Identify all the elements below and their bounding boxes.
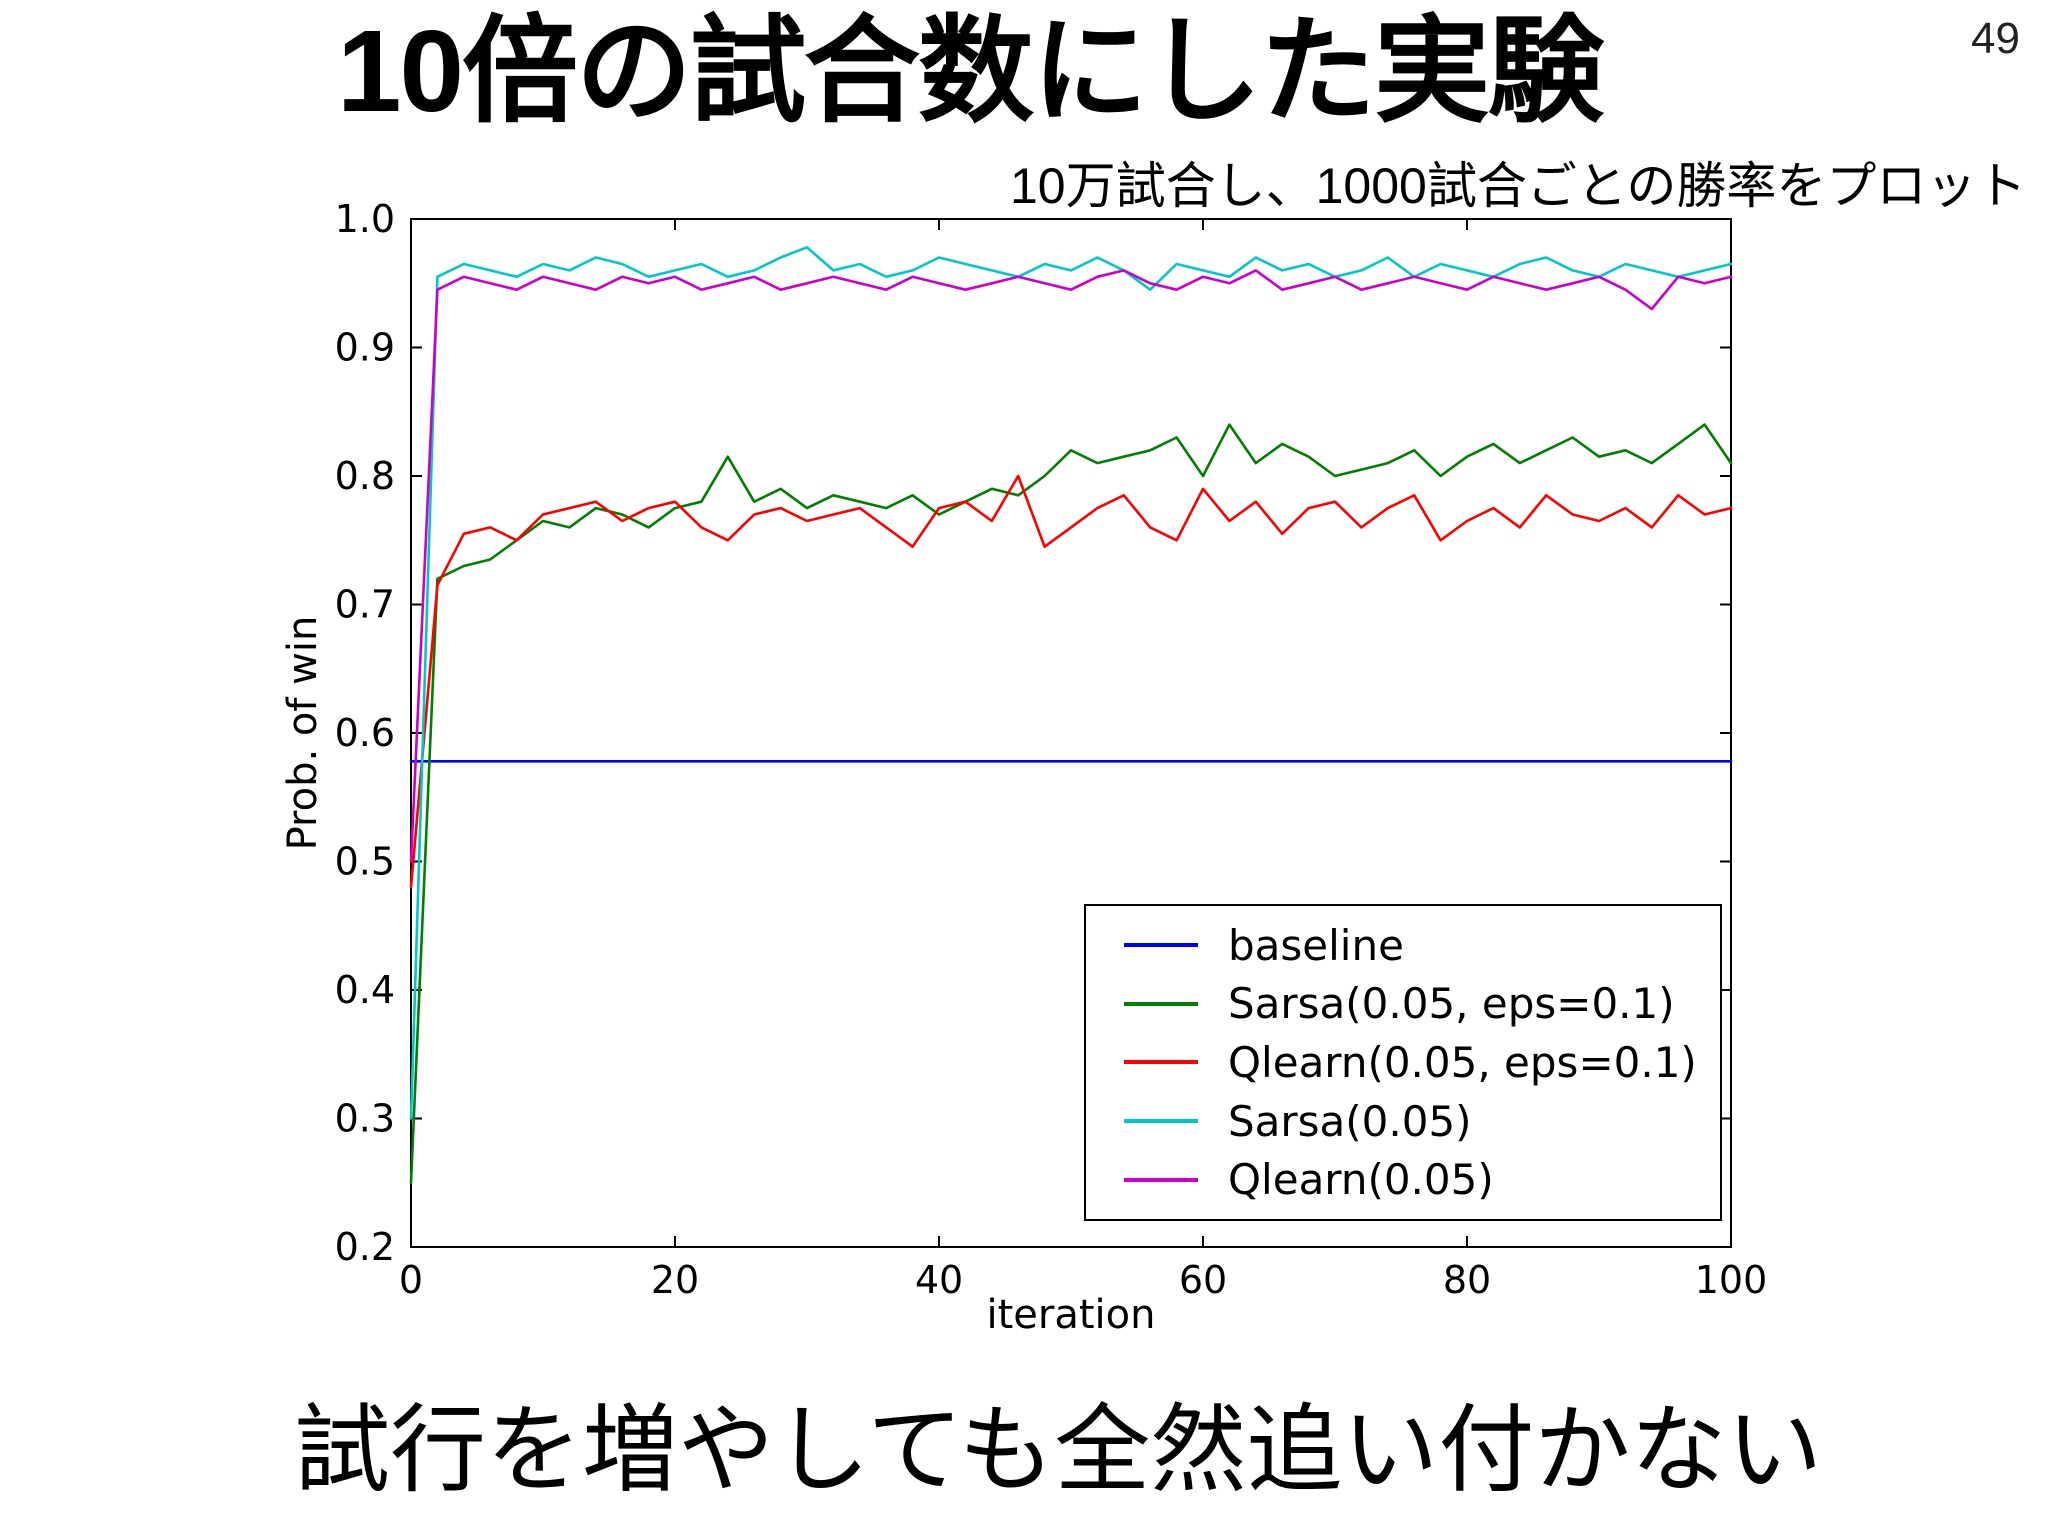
legend-line-sample <box>1124 1119 1198 1124</box>
legend-label: baseline <box>1228 920 1404 970</box>
legend-line-sample <box>1124 943 1198 948</box>
legend-line-sample <box>1124 1001 1198 1006</box>
x-axis-label: iteration <box>986 1292 1156 1338</box>
legend-label: Sarsa(0.05, eps=0.1) <box>1228 979 1675 1029</box>
x-tick-label: 40 <box>915 1258 963 1302</box>
legend-entry: baseline <box>1124 921 1720 970</box>
x-tick-label: 20 <box>651 1258 699 1302</box>
legend-label: Qlearn(0.05) <box>1228 1155 1494 1205</box>
legend-entry: Sarsa(0.05, eps=0.1) <box>1124 979 1720 1028</box>
y-tick-label: 0.7 <box>335 583 395 627</box>
series-line-qlearn-0-05- <box>409 269 1733 863</box>
y-tick-label: 0.5 <box>335 840 395 884</box>
legend-label: Qlearn(0.05, eps=0.1) <box>1228 1037 1697 1087</box>
y-tick-label: 0.6 <box>335 711 395 755</box>
legend-line-sample <box>1124 1060 1198 1065</box>
y-tick-label: 0.3 <box>335 1097 395 1141</box>
series-line-sarsa-0-05- <box>409 246 1733 1120</box>
slide-title: 10倍の試合数にした実験 <box>337 6 1604 136</box>
legend-entry: Qlearn(0.05, eps=0.1) <box>1124 1038 1720 1087</box>
legend: baseline Sarsa(0.05, eps=0.1) Qlearn(0.05,… <box>1084 904 1722 1221</box>
y-axis-label: Prob. of win <box>280 615 326 851</box>
y-tick-label: 0.2 <box>335 1225 395 1269</box>
legend-line-sample <box>1124 1177 1198 1182</box>
series-line-qlearn-0-05-eps-0-1- <box>409 474 1733 889</box>
y-tick-label: 0.9 <box>335 326 395 370</box>
legend-entry: Sarsa(0.05) <box>1124 1097 1720 1146</box>
series-line-sarsa-0-05-eps-0-1- <box>409 423 1733 1185</box>
legend-label: Sarsa(0.05) <box>1228 1096 1472 1146</box>
chart-subtitle: 10万試合し、1000試合ごとの勝率をプロット <box>1010 158 2027 214</box>
slide-caption: 試行を増やしても全然追い付かない <box>294 1397 1823 1504</box>
y-tick-label: 0.4 <box>335 968 395 1012</box>
x-tick-label: 80 <box>1443 1258 1491 1302</box>
x-tick-label: 0 <box>399 1258 423 1302</box>
page-number: 49 <box>1971 14 2020 63</box>
legend-entry: Qlearn(0.05) <box>1124 1155 1720 1204</box>
x-tick-label: 100 <box>1695 1258 1768 1302</box>
y-tick-label: 1.0 <box>335 197 395 241</box>
x-tick-label: 60 <box>1179 1258 1227 1302</box>
y-tick-label: 0.8 <box>335 454 395 498</box>
